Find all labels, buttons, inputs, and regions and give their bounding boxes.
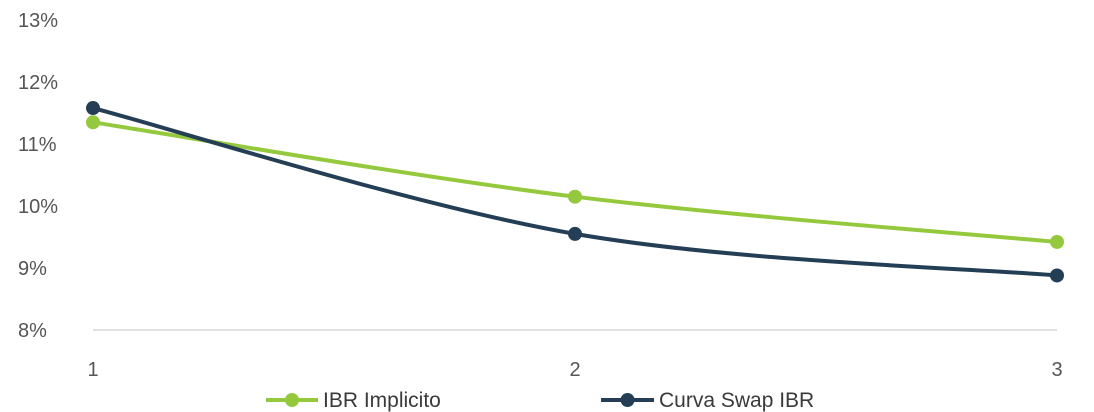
data-point-ibr-implicito: [1050, 234, 1064, 249]
legend-label-curva-swap-ibr: Curva Swap IBR: [659, 389, 814, 412]
x-tick-label: 2: [569, 359, 580, 381]
data-point-curva-swap-ibr: [568, 226, 582, 241]
legend-swatch-marker-curva-swap-ibr: [620, 393, 635, 407]
legend: IBR Implicito Curva Swap IBR: [266, 389, 814, 412]
y-tick-label: 8%: [18, 320, 47, 342]
y-tick-label: 9%: [18, 258, 47, 280]
data-point-ibr-implicito: [568, 189, 582, 204]
data-point-ibr-implicito: [86, 115, 100, 130]
y-tick-label: 11%: [18, 134, 57, 156]
legend-swatch-marker-ibr-implicito: [285, 393, 299, 407]
data-point-curva-swap-ibr: [86, 101, 100, 116]
legend-label-ibr-implicito: IBR Implicito: [323, 389, 441, 412]
x-axis-ticks: 1 2 3: [87, 359, 1062, 381]
x-tick-label: 1: [87, 359, 98, 381]
y-tick-label: 10%: [18, 196, 58, 218]
series-line-ibr-implicito: [91, 120, 1059, 244]
y-tick-label: 13%: [18, 10, 58, 32]
data-point-curva-swap-ibr: [1050, 268, 1064, 283]
x-tick-label: 3: [1051, 359, 1062, 381]
y-tick-label: 12%: [18, 72, 58, 94]
y-axis-ticks: 8% 9% 10% 11% 12% 13%: [18, 10, 58, 342]
series-layer: [86, 101, 1064, 283]
